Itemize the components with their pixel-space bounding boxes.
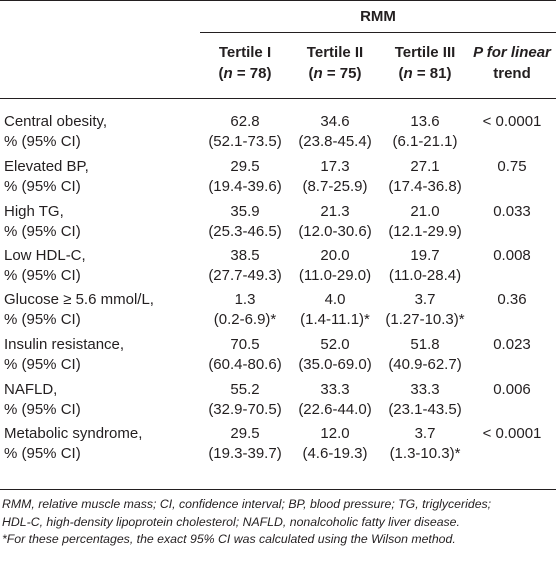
row-label: Elevated BP,% (95% CI) xyxy=(4,158,89,195)
table-row: Glucose ≥ 5.6 mmol/L,% (95% CI) 1.3 (0.2-… xyxy=(0,290,556,335)
row-label: NAFLD,% (95% CI) xyxy=(4,381,81,418)
column-header-p-trend: P for linear trend xyxy=(468,42,556,84)
tertile-3-cell: 27.1 (17.4-36.8) xyxy=(388,158,462,195)
row-label: High TG,% (95% CI) xyxy=(4,203,81,240)
tertile-3-cell: 3.7 (1.3-10.3)* xyxy=(389,425,461,462)
tertile-2-cell: 20.0 (11.0-29.0) xyxy=(298,247,372,284)
tertile-2-cell: 21.3 (12.0-30.6) xyxy=(298,203,372,240)
tertile-1-cell: 70.5 (60.4-80.6) xyxy=(208,336,282,373)
table-row: NAFLD,% (95% CI) 55.2 (32.9-70.5) 33.3 (22… xyxy=(0,380,556,425)
column-header-n: (n = 81) xyxy=(398,65,452,82)
tertile-3-cell: 33.3 (23.1-43.5) xyxy=(388,381,462,418)
tertile-1-cell: 55.2 (32.9-70.5) xyxy=(208,381,282,418)
table-row: Elevated BP,% (95% CI) 29.5 (19.4-39.6) 1… xyxy=(0,157,556,202)
p-value-cell: 0.36 xyxy=(497,291,527,308)
row-label: Glucose ≥ 5.6 mmol/L,% (95% CI) xyxy=(4,291,154,328)
column-header-tertile-1: Tertile I (n = 78) xyxy=(200,42,290,84)
table-row: Insulin resistance,% (95% CI) 70.5 (60.4-… xyxy=(0,335,556,380)
column-header-title: Tertile I xyxy=(218,44,272,61)
tertile-2-cell: 17.3 (8.7-25.9) xyxy=(302,158,368,195)
column-header-tertile-3: Tertile III (n = 81) xyxy=(380,42,470,84)
tertile-1-cell: 38.5 (27.7-49.3) xyxy=(208,247,282,284)
tertile-1-cell: 29.5 (19.4-39.6) xyxy=(208,158,282,195)
tertile-1-cell: 62.8 (52.1-73.5) xyxy=(208,113,282,150)
tertile-3-cell: 21.0 (12.1-29.9) xyxy=(388,203,462,240)
table-footnotes: RMM, relative muscle mass; CI, confidenc… xyxy=(2,496,556,549)
column-header-tertile-2: Tertile II (n = 75) xyxy=(290,42,380,84)
p-value-cell: 0.023 xyxy=(493,336,531,353)
footnote-abbreviations-1: RMM, relative muscle mass; CI, confidenc… xyxy=(2,497,492,511)
group-header-rmm: RMM xyxy=(360,8,396,25)
tertile-3-cell: 3.7 (1.27-10.3)* xyxy=(385,291,465,328)
tertile-1-cell: 29.5 (19.3-39.7) xyxy=(208,425,282,462)
p-value-cell: 0.033 xyxy=(493,203,531,220)
table-bottom-rule xyxy=(0,489,556,490)
table-top-rule xyxy=(0,0,556,1)
p-value-cell: < 0.0001 xyxy=(482,113,542,130)
table-row: High TG,% (95% CI) 35.9 (25.3-46.5) 21.3(… xyxy=(0,202,556,247)
column-header-title: Tertile II xyxy=(306,44,364,61)
table-row: Central obesity,% (95% CI) 62.8 (52.1-73.… xyxy=(0,112,556,157)
tertile-2-cell: 52.0 (35.0-69.0) xyxy=(298,336,372,373)
row-label: Metabolic syndrome,% (95% CI) xyxy=(4,425,143,462)
tertile-3-cell: 19.7 (11.0-28.4) xyxy=(388,247,462,284)
column-header-n: (n = 75) xyxy=(308,65,362,82)
table-row: Low HDL-C,% (95% CI) 38.5 (27.7-49.3) 20.… xyxy=(0,246,556,291)
tertile-2-cell: 4.0 (1.4-11.1)* xyxy=(300,291,370,328)
group-header-rule xyxy=(200,32,556,33)
p-value-cell: 0.75 xyxy=(497,158,527,175)
row-label: Central obesity,% (95% CI) xyxy=(4,113,108,150)
tertile-1-cell: 35.9 (25.3-46.5) xyxy=(208,203,282,240)
column-header-title: Tertile III xyxy=(394,44,456,61)
tertile-3-cell: 51.8 (40.9-62.7) xyxy=(388,336,462,373)
tertile-2-cell: 33.3 (22.6-44.0) xyxy=(298,381,372,418)
column-header-p-line1: P for linear xyxy=(473,44,551,61)
column-header-n: (n = 78) xyxy=(218,65,272,82)
p-value-cell: 0.008 xyxy=(493,247,531,264)
p-value-cell: 0.006 xyxy=(493,381,531,398)
p-value-cell: < 0.0001 xyxy=(482,425,542,442)
tertile-1-cell: 1.3 (0.2-6.9)* xyxy=(213,291,277,328)
footnote-wilson-method: *For these percentages, the exact 95% CI… xyxy=(2,532,456,546)
row-label: Low HDL-C,% (95% CI) xyxy=(4,247,86,284)
table-row: Metabolic syndrome,% (95% CI) 29.5 (19.3-… xyxy=(0,424,556,469)
table-header-rule xyxy=(0,98,556,99)
tertile-2-cell: 12.0 (4.6-19.3) xyxy=(302,425,368,462)
row-label: Insulin resistance,% (95% CI) xyxy=(4,336,125,373)
tertile-3-cell: 13.6 (6.1-21.1) xyxy=(392,113,458,150)
footnote-abbreviations-2: HDL-C, high-density lipoprotein choleste… xyxy=(2,514,460,529)
column-header-p-line2: trend xyxy=(493,65,531,82)
tertile-2-cell: 34.6 (23.8-45.4) xyxy=(298,113,372,150)
